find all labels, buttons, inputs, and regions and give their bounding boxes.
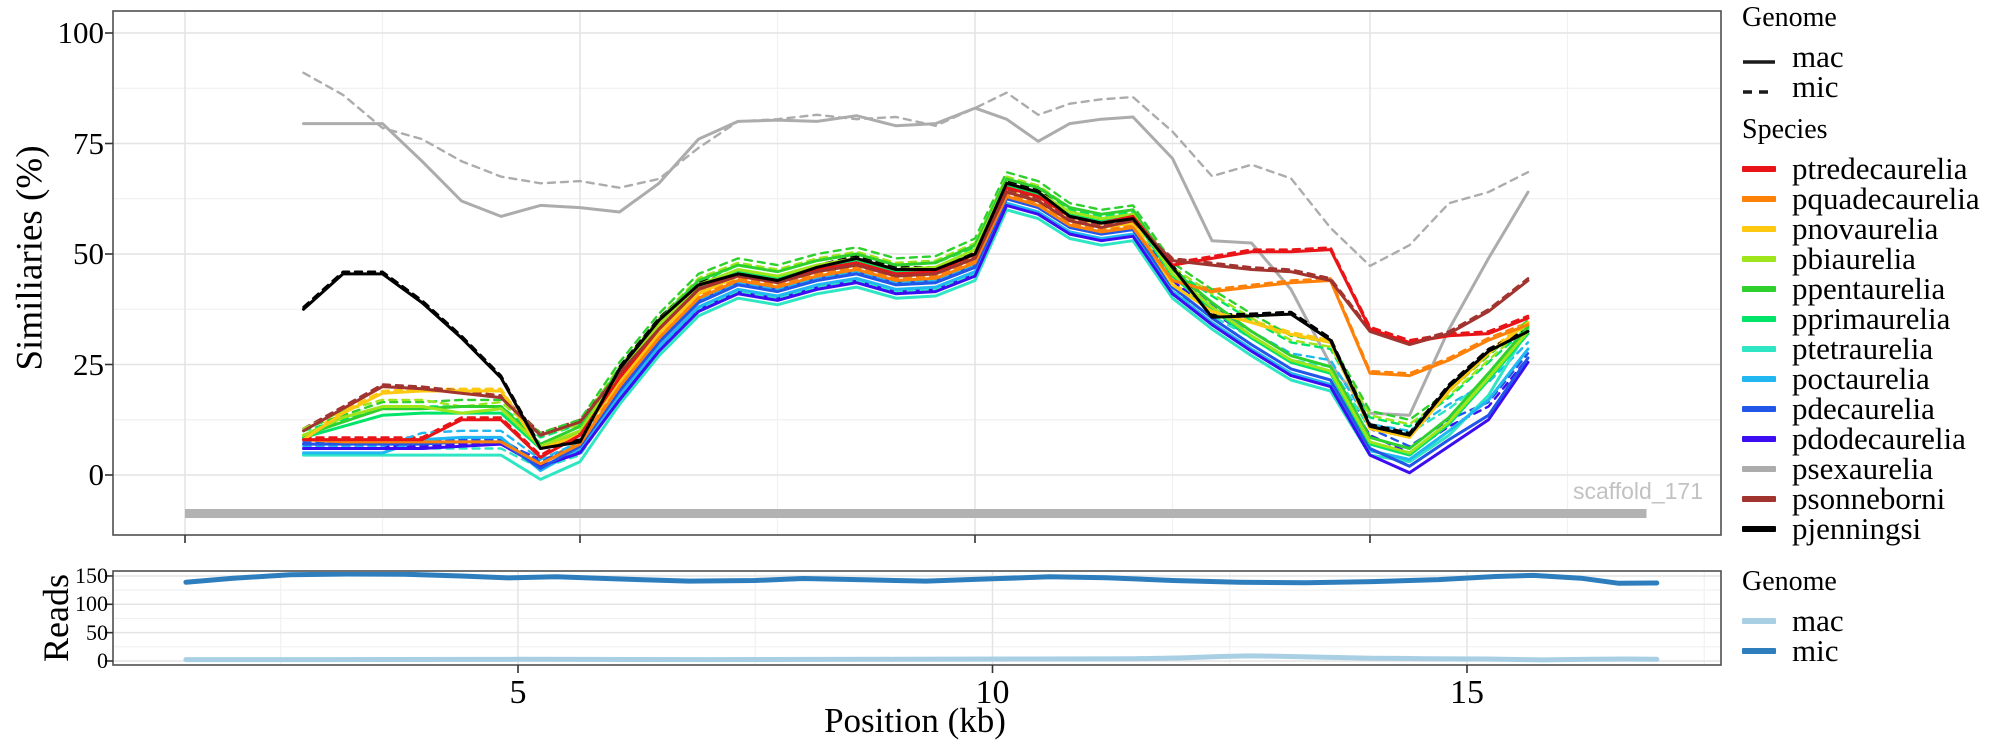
species-color-swatch-icon [1742, 526, 1776, 532]
main-y-tick-label: 50 [73, 236, 104, 271]
legend-item-species-ptetraurelia: ptetraurelia [1742, 331, 1998, 366]
series-pbiaurelia-mic [302, 175, 1530, 437]
series-mic-mic [183, 572, 1660, 586]
x-tick-label: 15 [1450, 674, 1484, 711]
legend-item-genome-mac: mac [1742, 39, 1998, 74]
legend-item-label: pbiaurelia [1792, 241, 1916, 276]
legend-item-reads-mac: mac [1742, 603, 1998, 638]
legend-genome-reads: Genome mac mic [1742, 566, 1998, 666]
legend-item-label: psonneborni [1792, 481, 1946, 516]
legend-item-species-ptredecaurelia: ptredecaurelia [1742, 151, 1998, 186]
species-color-swatch-icon [1742, 166, 1776, 172]
legend-item-label: pquadecaurelia [1792, 181, 1980, 216]
series-ppentaurelia-mac [302, 177, 1530, 450]
legend-species-title: Species [1742, 114, 1828, 145]
legend-item-species-pdodecaurelia: pdodecaurelia [1742, 421, 1998, 456]
legend-species: Species ptredecaurelia pquadecaurelia pnov… [1742, 114, 1998, 544]
series-pjenningsi-mac [302, 181, 1530, 450]
series-psexaurelia-mic [302, 71, 1530, 268]
legend-item-label: poctaurelia [1792, 361, 1930, 396]
main-y-tick-label: 100 [57, 15, 105, 50]
species-color-swatch-icon [1742, 316, 1776, 322]
legend-item-species-pdecaurelia: pdecaurelia [1742, 391, 1998, 426]
reads-y-tick-label: 150 [75, 562, 108, 588]
x-tick-label: 10 [975, 674, 1010, 711]
legend-item-species-psexaurelia: psexaurelia [1742, 451, 1998, 486]
reads-y-tick-label: 100 [75, 591, 108, 617]
x-tick-label: 5 [509, 674, 527, 711]
legend-item-label: ptredecaurelia [1792, 151, 1968, 186]
legend-item-genome-mic: mic [1742, 69, 1998, 104]
solid-line-swatch-icon [1742, 53, 1776, 64]
series-ptetraurelia-mac [302, 208, 1530, 481]
legend-reads-title: Genome [1742, 566, 1837, 597]
species-color-swatch-icon [1742, 496, 1776, 502]
species-color-swatch-icon [1742, 466, 1776, 472]
species-color-swatch-icon [1742, 406, 1776, 412]
legend-item-species-pquadecaurelia: pquadecaurelia [1742, 181, 1998, 216]
species-color-swatch-icon [1742, 286, 1776, 292]
dashed-line-swatch-icon [1742, 83, 1776, 94]
scaffold-bar [185, 509, 1647, 518]
legend-genome-title: Genome [1742, 2, 1837, 33]
x-axis-title: Position (kb) [824, 701, 1006, 740]
legend-item-label: pprimaurelia [1792, 301, 1951, 336]
legend-item-label: pjenningsi [1792, 511, 1922, 546]
species-color-swatch-icon [1742, 436, 1776, 442]
series-poctaurelia-mic [302, 195, 1530, 461]
legend-item-species-pbiaurelia: pbiaurelia [1742, 241, 1998, 276]
legend-item-label: pdodecaurelia [1792, 421, 1966, 456]
legend-item-label: psexaurelia [1792, 451, 1934, 486]
legend-item-species-poctaurelia: poctaurelia [1742, 361, 1998, 396]
series-ptredecaurelia-mac [302, 186, 1530, 459]
legend-item-label: mic [1792, 633, 1839, 668]
main-y-tick-label: 75 [73, 125, 104, 161]
reads-y-tick-label: 50 [86, 619, 108, 645]
mic-color-swatch-icon [1742, 648, 1776, 654]
legend-item-label: mic [1792, 69, 1839, 104]
legend-item-species-pjenningsi: pjenningsi [1742, 511, 1998, 546]
legend-item-species-pprimaurelia: pprimaurelia [1742, 301, 1998, 336]
legend-item-label: ptetraurelia [1792, 331, 1934, 366]
mac-color-swatch-icon [1742, 618, 1776, 624]
species-color-swatch-icon [1742, 346, 1776, 352]
reads-y-tick-label: 0 [97, 648, 108, 673]
legend-item-species-pnovaurelia: pnovaurelia [1742, 211, 1998, 246]
legend-item-species-psonneborni: psonneborni [1742, 481, 1998, 516]
legend-item-species-ppentaurelia: ppentaurelia [1742, 271, 1998, 306]
legend-item-label: pnovaurelia [1792, 211, 1939, 246]
legend-item-label: mac [1792, 603, 1844, 638]
main-y-tick-label: 0 [88, 457, 105, 492]
legend-item-label: mac [1792, 39, 1844, 74]
legend-item-label: ppentaurelia [1792, 271, 1946, 306]
panel-similarity [114, 12, 1720, 534]
panel-reads [114, 572, 1720, 664]
series-mac-mac [183, 653, 1660, 663]
species-color-swatch-icon [1742, 196, 1776, 202]
legend-item-label: pdecaurelia [1792, 391, 1935, 426]
series-pquadecaurelia-mac [302, 195, 1530, 466]
legend-item-reads-mic: mic [1742, 633, 1998, 668]
species-color-swatch-icon [1742, 226, 1776, 232]
series-pbiaurelia-mac [302, 181, 1530, 455]
scaffold-annotation: scaffold_171 [1572, 478, 1703, 504]
legend-genome-lines: Genome mac mic [1742, 2, 1998, 102]
series-psonneborni-mac [302, 190, 1530, 437]
species-color-swatch-icon [1742, 256, 1776, 262]
main-y-tick-label: 25 [73, 346, 104, 382]
species-color-swatch-icon [1742, 376, 1776, 382]
